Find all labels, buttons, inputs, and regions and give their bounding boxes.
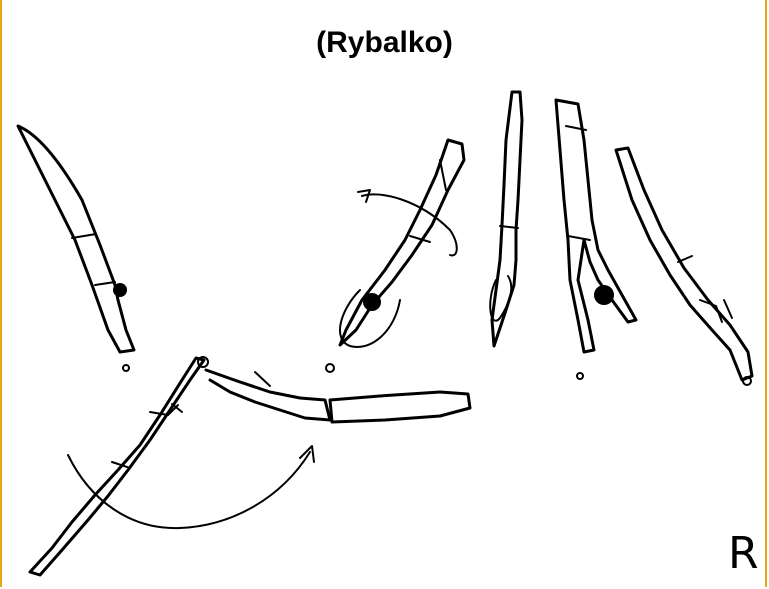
gymnast-figure-4 <box>489 90 524 348</box>
gymnast-figure-3 <box>325 138 466 373</box>
corner-letter-mark: R <box>728 528 759 579</box>
gymnast-figure-2 <box>28 356 472 577</box>
figure-title: (Rybalko) <box>316 26 453 59</box>
gymnast-figure-5 <box>554 98 638 380</box>
gymnast-figure-6 <box>614 146 754 386</box>
gymnast-figure-1 <box>16 124 136 372</box>
